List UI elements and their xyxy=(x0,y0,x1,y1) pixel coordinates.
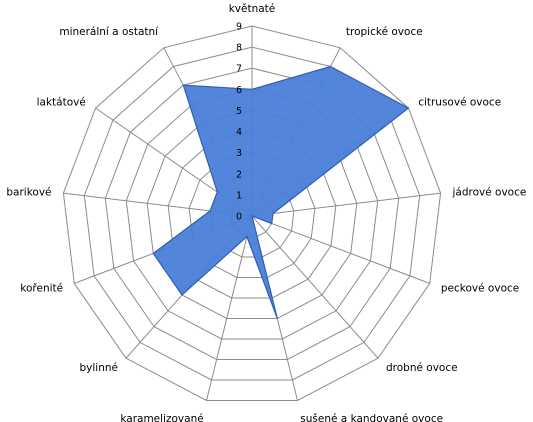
tick-label: 1 xyxy=(236,190,242,201)
tick-label: 7 xyxy=(236,64,242,75)
radar-tick-labels: 0 1 2 3 4 5 6 7 8 9 xyxy=(236,22,242,223)
axis-label: tropické ovoce xyxy=(346,26,423,38)
grid-ring xyxy=(125,88,379,340)
axis-label: laktátové xyxy=(37,96,86,108)
tick-label: 9 xyxy=(236,22,242,33)
axis-label: minerální a ostatní xyxy=(59,26,159,38)
grid-spoke xyxy=(206,215,253,401)
axis-label: bylinné xyxy=(80,362,118,374)
tick-label: 6 xyxy=(236,85,242,96)
axis-label: květnaté xyxy=(229,3,276,15)
tick-label: 2 xyxy=(236,169,242,180)
axis-label: peckové ovoce xyxy=(441,283,519,295)
grid-ring xyxy=(104,67,400,360)
series-area xyxy=(152,65,410,319)
grid-spoke xyxy=(251,192,441,217)
tick-label: 0 xyxy=(236,212,242,223)
grid-spoke xyxy=(251,215,430,284)
tick-label: 4 xyxy=(236,127,242,138)
axis-label: karamelizované xyxy=(120,413,203,422)
radar-series xyxy=(152,65,410,319)
axis-label: sušené a kandované ovoce xyxy=(300,413,443,422)
grid-spoke xyxy=(251,215,379,359)
axis-label: jádrové ovoce xyxy=(452,187,527,199)
axis-label: citrusové ovoce xyxy=(418,96,501,108)
grid-ring xyxy=(146,109,358,319)
axis-label: barikové xyxy=(6,187,51,199)
axis-label: kořenité xyxy=(20,283,63,295)
radar-axis-labels: květnaté tropické ovoce citrusové ovoce jád… xyxy=(6,3,526,422)
tick-label: 5 xyxy=(236,106,242,117)
tick-label: 3 xyxy=(236,148,242,159)
axis-label: drobné ovoce xyxy=(386,362,458,374)
grid-ring xyxy=(83,46,421,381)
tick-label: 8 xyxy=(236,43,242,54)
grid-ring xyxy=(62,25,442,401)
